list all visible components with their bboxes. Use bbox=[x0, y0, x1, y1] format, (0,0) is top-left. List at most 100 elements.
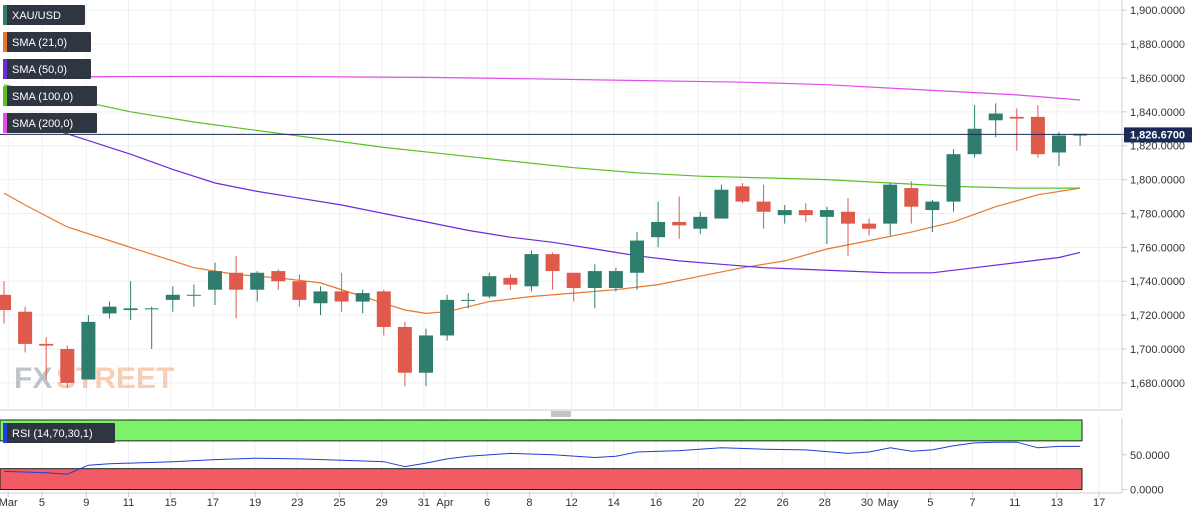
time-tick-label: 26 bbox=[776, 497, 788, 509]
candle-body bbox=[545, 254, 560, 272]
sma-line-sma-50-0- bbox=[3, 112, 1081, 274]
time-tick-label: 14 bbox=[608, 497, 620, 509]
candle-body bbox=[693, 216, 708, 229]
rsi-tick-label: 50.0000 bbox=[1130, 450, 1170, 462]
candle-body bbox=[355, 293, 370, 302]
candle-body bbox=[1052, 135, 1066, 153]
candle-body bbox=[165, 294, 180, 300]
candle-body bbox=[651, 221, 666, 238]
legend-swatch bbox=[3, 59, 7, 79]
candle-body bbox=[229, 272, 244, 290]
candle-body bbox=[735, 186, 750, 202]
time-tick-label: 12 bbox=[565, 497, 577, 509]
candle-body bbox=[1030, 116, 1045, 155]
time-tick-label: 17 bbox=[207, 497, 219, 509]
candle-body bbox=[566, 272, 581, 289]
legend-swatch bbox=[3, 32, 7, 52]
legend-item-label: SMA (200,0) bbox=[12, 118, 73, 130]
candle-body bbox=[250, 272, 265, 290]
candle bbox=[397, 321, 412, 387]
candle-body bbox=[841, 211, 855, 224]
legend-item-box bbox=[3, 5, 85, 25]
rsi-axis-ticks: 50.0000 0.0000 bbox=[1122, 450, 1170, 497]
current-price-tag: 1,826.6700 bbox=[1124, 127, 1192, 143]
watermark-part2: STREET bbox=[56, 362, 174, 395]
price-tick-label: 1,860.0000 bbox=[1130, 73, 1185, 85]
candle-body bbox=[334, 291, 349, 302]
candle-body bbox=[756, 201, 771, 212]
candle bbox=[630, 232, 644, 290]
legend-item[interactable]: SMA (50,0) bbox=[3, 59, 91, 79]
candle bbox=[208, 262, 222, 305]
candle-body bbox=[144, 308, 159, 310]
time-tick-label: 8 bbox=[526, 497, 532, 509]
candle-body bbox=[81, 321, 96, 380]
legend[interactable]: XAU/USD SMA (21,0) SMA (50,0) SMA (100,0) SM… bbox=[3, 5, 97, 133]
time-tick-label: 5 bbox=[39, 497, 45, 509]
time-tick-label: 22 bbox=[734, 497, 746, 509]
candle-body bbox=[862, 223, 877, 229]
candle-body bbox=[60, 349, 75, 383]
legend-item[interactable]: XAU/USD bbox=[3, 5, 85, 25]
price-tick-label: 1,900.0000 bbox=[1130, 5, 1185, 17]
candle bbox=[1052, 132, 1066, 167]
time-tick-label: 5 bbox=[927, 497, 933, 509]
price-tick-label: 1,820.0000 bbox=[1130, 141, 1185, 153]
candle bbox=[925, 199, 940, 233]
rsi-oversold-zone bbox=[0, 468, 1083, 491]
time-tick-label: 23 bbox=[291, 497, 303, 509]
price-tick-label: 1,740.0000 bbox=[1130, 276, 1185, 288]
rsi-legend[interactable]: RSI (14,70,30,1) bbox=[3, 423, 115, 443]
candle-body bbox=[608, 271, 623, 289]
candle bbox=[60, 345, 75, 388]
legend-item-label: SMA (21,0) bbox=[12, 37, 67, 49]
time-tick-label: 13 bbox=[1051, 497, 1063, 509]
time-tick-label: 7 bbox=[969, 497, 975, 509]
candle bbox=[482, 272, 497, 299]
candle bbox=[334, 272, 349, 312]
candle-body bbox=[208, 271, 222, 290]
legend-swatch bbox=[3, 113, 7, 133]
candle bbox=[1030, 105, 1045, 158]
candle-body bbox=[313, 291, 328, 304]
candle-body bbox=[482, 276, 497, 297]
candle bbox=[967, 105, 982, 158]
legend-item[interactable]: SMA (200,0) bbox=[3, 113, 97, 133]
candle-body bbox=[461, 299, 476, 301]
candle bbox=[693, 211, 708, 234]
price-axis-ticks: 1,680.0000 1,700.0000 1,720.0000 1,740.0000… bbox=[1122, 5, 1185, 390]
candle bbox=[461, 293, 476, 309]
candle bbox=[545, 252, 560, 290]
candle bbox=[756, 184, 771, 229]
legend-item[interactable]: SMA (21,0) bbox=[3, 32, 91, 52]
candle bbox=[883, 182, 898, 236]
legend-item[interactable]: SMA (100,0) bbox=[3, 86, 97, 106]
candle bbox=[798, 203, 813, 222]
candle-body bbox=[967, 128, 982, 155]
time-tick-label: 9 bbox=[83, 497, 89, 509]
pane-resize-handle[interactable] bbox=[551, 411, 571, 417]
candle bbox=[39, 337, 54, 380]
candle bbox=[0, 281, 11, 324]
candle-body bbox=[102, 306, 117, 314]
candle-body bbox=[440, 299, 455, 336]
time-tick-label: May bbox=[878, 497, 899, 509]
candle bbox=[672, 196, 687, 239]
time-tick-label: 11 bbox=[1009, 497, 1020, 509]
price-tick-label: 1,800.0000 bbox=[1130, 175, 1185, 187]
candle bbox=[946, 149, 961, 212]
candle-body bbox=[904, 188, 919, 207]
candle bbox=[144, 306, 159, 350]
candle-body bbox=[503, 277, 518, 285]
time-tick-label: 16 bbox=[650, 497, 662, 509]
rsi-tick-label: 0.0000 bbox=[1130, 485, 1164, 497]
candle bbox=[18, 306, 33, 353]
time-tick-label: 20 bbox=[692, 497, 704, 509]
candle-body bbox=[1009, 116, 1024, 119]
candle bbox=[503, 274, 518, 290]
price-tick-label: 1,780.0000 bbox=[1130, 208, 1185, 220]
candle-body bbox=[524, 254, 539, 287]
price-tick-label: 1,680.0000 bbox=[1130, 378, 1185, 390]
candle bbox=[587, 264, 602, 309]
candle-body bbox=[819, 210, 834, 217]
